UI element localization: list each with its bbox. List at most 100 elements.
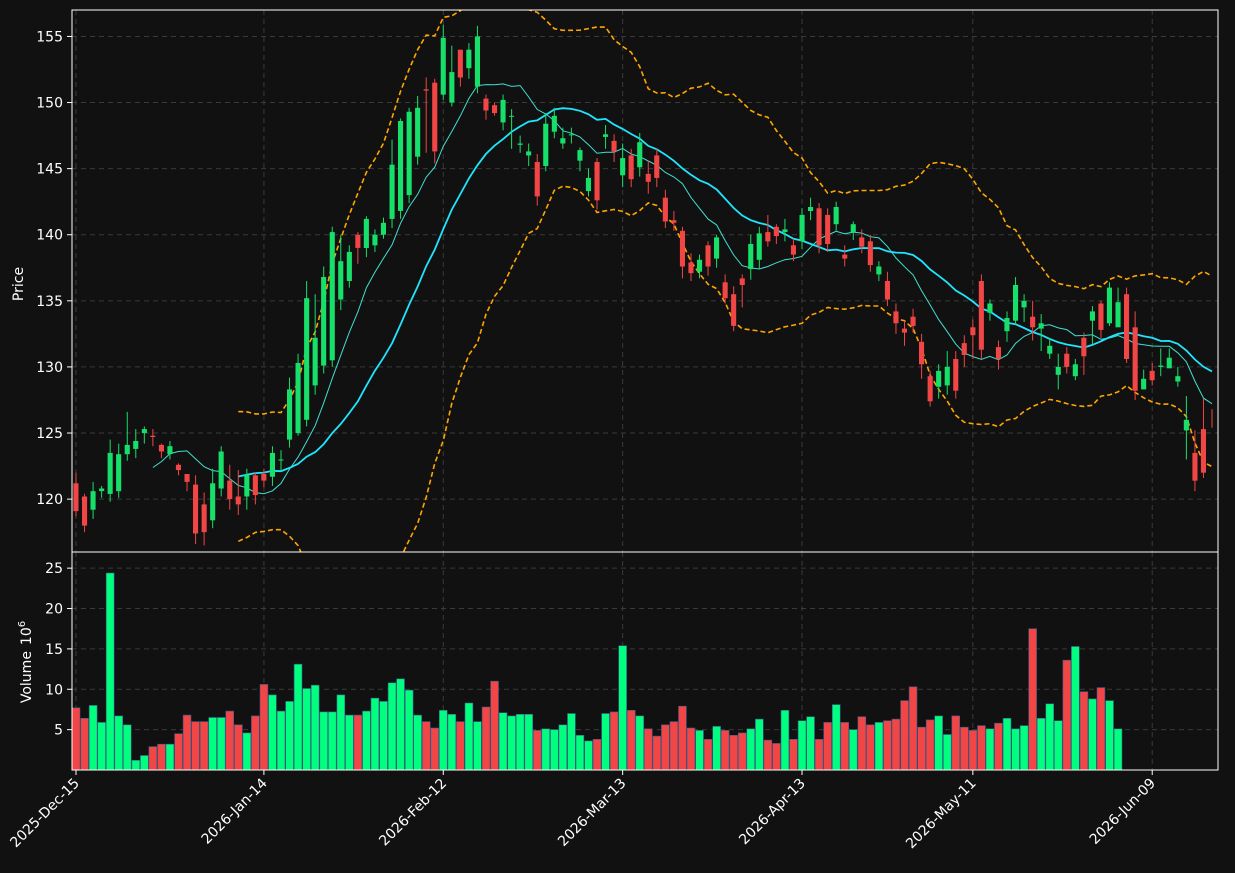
candle-body <box>304 298 310 420</box>
candle-body <box>799 214 805 242</box>
candle-body <box>560 138 566 144</box>
candle-body <box>577 150 583 161</box>
candle-body <box>99 488 105 492</box>
candle-body <box>790 245 796 255</box>
candle-body <box>893 311 899 324</box>
candle-body <box>1124 294 1130 359</box>
volume-bar <box>814 738 824 770</box>
volume-bar <box>720 730 730 770</box>
candle-body <box>509 115 515 117</box>
volume-bar <box>797 720 807 770</box>
volume-bar <box>319 711 328 770</box>
candle-body <box>124 444 130 455</box>
volume-tick-label: 25 <box>45 561 63 577</box>
volume-bar <box>746 728 755 770</box>
candle-body <box>210 483 216 521</box>
volume-bar <box>883 720 892 770</box>
candle-body <box>927 376 933 402</box>
price-tick-label: 150 <box>36 96 63 112</box>
candle-body <box>603 134 609 137</box>
volume-bar <box>1036 717 1046 770</box>
candle-body <box>1089 311 1095 321</box>
candle-body <box>278 459 284 461</box>
volume-bar <box>217 717 226 770</box>
candle-body <box>1055 366 1061 375</box>
volume-bar <box>592 738 602 770</box>
candle-body <box>116 454 122 492</box>
volume-bar <box>643 728 653 770</box>
volume-bar <box>1019 725 1029 770</box>
candle-body <box>432 82 438 152</box>
price-tick-label: 120 <box>36 492 63 508</box>
volume-bar <box>507 715 516 770</box>
candle-body <box>842 254 848 259</box>
candle-body <box>919 341 925 365</box>
volume-bar <box>72 707 81 770</box>
candle-body <box>773 226 779 237</box>
volume-bar <box>379 701 388 770</box>
volume-bar <box>763 739 773 770</box>
volume-bar <box>789 738 798 770</box>
candle-body <box>474 36 480 87</box>
volume-bar <box>994 722 1003 770</box>
volume-bar <box>1054 720 1063 770</box>
volume-bar <box>1011 728 1020 770</box>
volume-bar <box>703 738 713 770</box>
candle-body <box>363 218 369 248</box>
candle-body <box>440 37 446 95</box>
volume-bar <box>601 713 610 770</box>
volume-bar <box>1096 687 1106 770</box>
volume-bar <box>80 717 89 770</box>
candle-body <box>995 347 1001 359</box>
candle-body <box>551 115 557 132</box>
volume-bar <box>652 735 662 770</box>
volume-bar <box>857 716 867 770</box>
volume-bar <box>635 715 644 770</box>
volume-tick-label: 5 <box>54 723 63 739</box>
volume-bar <box>1113 728 1123 770</box>
candle-body <box>901 328 907 333</box>
candle-body <box>884 281 890 300</box>
volume-bar <box>780 709 790 770</box>
volume-bar <box>626 709 636 770</box>
volume-bar <box>430 727 439 770</box>
volume-bar <box>208 717 217 770</box>
volume-bar <box>925 719 935 770</box>
volume-bar <box>695 730 704 770</box>
candle-body <box>1047 345 1053 354</box>
candle-body <box>141 429 147 434</box>
candle-body <box>534 162 540 197</box>
candle-body <box>825 214 831 244</box>
candle-body <box>645 173 651 182</box>
volume-exponent-base: 10 <box>19 627 35 645</box>
candle-body <box>73 483 79 512</box>
candle-body <box>82 496 88 526</box>
candle-body <box>406 111 412 196</box>
volume-bar <box>157 743 166 770</box>
bollinger-bands <box>237 10 1213 552</box>
candle-body <box>936 370 942 387</box>
candle-body <box>90 491 96 510</box>
volume-bar <box>985 728 995 770</box>
candle-body <box>970 327 976 336</box>
candle-body <box>705 245 711 267</box>
candle-body <box>184 474 190 482</box>
price-tick-label: 145 <box>36 162 63 178</box>
candle-body <box>133 441 139 449</box>
volume-bar <box>362 710 371 770</box>
volume-bar <box>917 726 926 770</box>
candle-body <box>415 107 421 157</box>
volume-bar <box>840 722 849 770</box>
price-tick-label: 140 <box>36 228 63 244</box>
volume-tick-label: 20 <box>45 602 63 618</box>
volume-bar <box>174 733 183 770</box>
candle-body <box>765 232 771 242</box>
volume-bar <box>669 721 679 770</box>
bollinger-lower-band <box>237 185 1213 552</box>
volume-bar <box>942 734 952 770</box>
candle-body <box>338 261 344 300</box>
candle-body <box>1158 365 1164 367</box>
candle-body <box>748 244 754 270</box>
candle-body <box>867 241 873 266</box>
volume-bar <box>421 721 431 770</box>
